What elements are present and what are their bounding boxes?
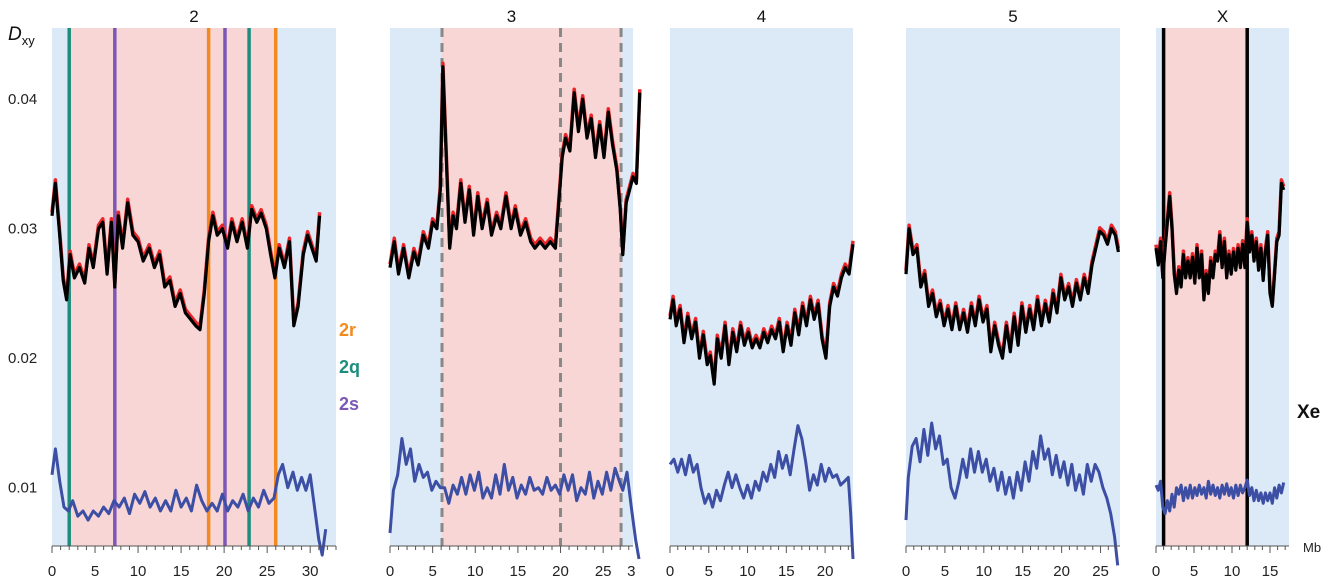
series-black-line <box>668 244 855 386</box>
series-black-line <box>388 65 642 280</box>
x-tick-label: 0 <box>902 563 910 580</box>
x-tick-label: 20 <box>216 563 233 580</box>
x-tick-label: 15 <box>1262 563 1279 580</box>
x-tick-label: 0 <box>666 563 674 580</box>
panel-X: X 0 5 10 15 <box>1152 7 1289 580</box>
panel-title: 5 <box>1008 7 1017 26</box>
x-tick-label: 25 <box>1092 563 1109 580</box>
x-tick-label: 10 <box>739 563 756 580</box>
series-blue-line <box>904 421 1120 566</box>
x-tick-label: 5 <box>705 563 713 580</box>
x-tick-label: 5 <box>941 563 949 580</box>
panel-3: 3 0 5 10 15 20 25 3 <box>386 7 642 580</box>
x-tick-label: 5 <box>91 563 99 580</box>
x-tick-label: 20 <box>552 563 569 580</box>
x-unit-label: Mb <box>1303 540 1321 555</box>
panel-title: 4 <box>757 7 766 26</box>
y-axis: Dxy 0.01 0.02 0.03 0.04 <box>8 24 37 497</box>
x-tick-label: 0 <box>386 563 394 580</box>
x-tick-label: 25 <box>595 563 612 580</box>
y-tick-label: 0.04 <box>8 91 37 108</box>
x-tick-label: 0 <box>1152 563 1160 580</box>
y-axis-label: Dxy <box>8 24 35 48</box>
x-tick-label: 15 <box>173 563 190 580</box>
x-tick-label: 25 <box>259 563 276 580</box>
x-tick-label: 20 <box>1053 563 1070 580</box>
panel-title: X <box>1217 7 1228 26</box>
x-tick-label: 15 <box>510 563 527 580</box>
panel-2: 20 5 10 15 20 25 30 <box>48 7 337 580</box>
x-tick-label: 3 <box>627 563 635 580</box>
legend-label-2r: 2r <box>339 320 356 340</box>
series-blue-line <box>388 437 641 560</box>
y-tick-label: 0.02 <box>8 350 37 367</box>
inversion-legend: 2r 2q 2s <box>339 320 360 414</box>
x-tick-label: 10 <box>467 563 484 580</box>
x-tick-label: 30 <box>302 563 319 580</box>
panel-4: 4 0 5 10 15 20 <box>666 7 855 580</box>
x-tick-label: 0 <box>48 563 56 580</box>
x-tick-label: 5 <box>1190 563 1198 580</box>
panel-title: 2 <box>189 7 198 26</box>
series-blue-line <box>1154 478 1286 516</box>
panel-background <box>670 28 853 546</box>
x-tick-label: 15 <box>1014 563 1031 580</box>
series-black-line <box>1154 181 1286 308</box>
x-tick-label: 10 <box>975 563 992 580</box>
series-black-line <box>904 227 1120 360</box>
y-tick-label: 0.01 <box>8 480 37 497</box>
series-black-line <box>50 181 322 332</box>
x-tick-label: 20 <box>817 563 834 580</box>
y-tick-label: 0.03 <box>8 221 37 238</box>
x-tick-label: 10 <box>1224 563 1241 580</box>
panel-5: 5 0 5 10 15 20 25 <box>902 7 1121 580</box>
legend-label-2q: 2q <box>339 357 360 377</box>
x-tick-label: 15 <box>778 563 795 580</box>
x-tick-label: 10 <box>130 563 147 580</box>
x-tick-label: 5 <box>428 563 436 580</box>
side-label: Xe <box>1297 402 1320 423</box>
legend-label-2s: 2s <box>339 394 359 414</box>
inverted-region <box>442 28 622 546</box>
series-blue-line <box>668 424 855 560</box>
panel-title: 3 <box>507 7 516 26</box>
series-blue-line <box>50 447 328 557</box>
